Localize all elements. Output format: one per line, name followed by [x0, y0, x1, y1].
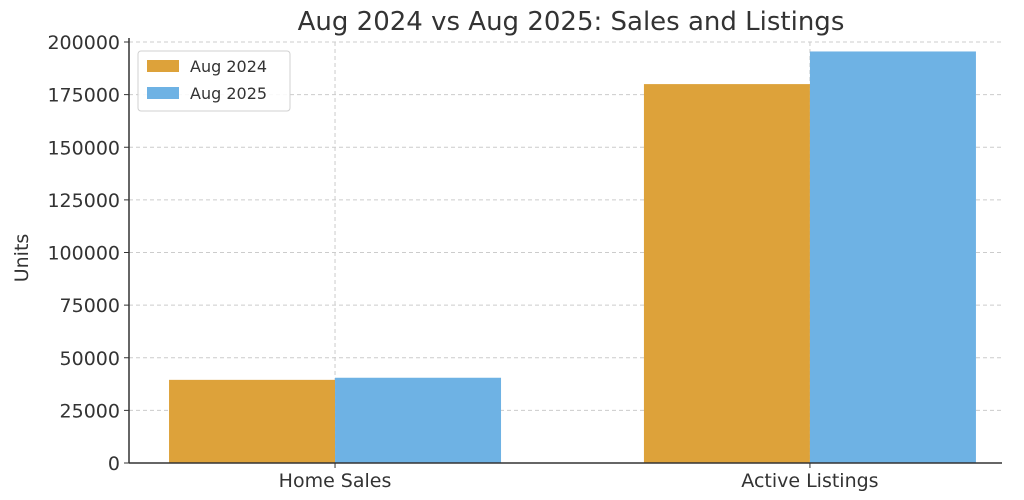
y-tick-label: 200000	[47, 32, 120, 54]
legend-swatch	[147, 87, 179, 99]
bars	[169, 51, 976, 463]
y-tick-label: 75000	[60, 295, 120, 317]
y-tick-label: 50000	[60, 348, 120, 370]
bar-aug-2025-active-listings	[809, 51, 976, 463]
y-axis-label: Units	[11, 234, 33, 283]
axes: 0 25000 50000 75000 100000 125000 150000 175000…	[47, 32, 1002, 492]
legend-label: Aug 2024	[190, 57, 267, 76]
legend-label: Aug 2025	[190, 84, 267, 103]
y-tick-label: 25000	[60, 400, 120, 422]
x-tick-label: Home Sales	[279, 470, 392, 492]
y-tick-label: 0	[108, 453, 120, 475]
x-tick-label: Active Listings	[741, 470, 878, 492]
bar-aug-2024-active-listings	[643, 84, 810, 463]
y-tick-label: 150000	[47, 137, 120, 159]
legend-swatch	[147, 60, 179, 72]
y-tick-label: 100000	[47, 243, 120, 265]
y-tick-label: 125000	[47, 190, 120, 212]
bar-aug-2024-home-sales	[169, 379, 336, 463]
bar-aug-2025-home-sales	[335, 377, 502, 463]
y-tick-label: 175000	[47, 85, 120, 107]
chart-title: Aug 2024 vs Aug 2025: Sales and Listings	[298, 7, 845, 37]
legend: Aug 2024 Aug 2025	[137, 50, 291, 112]
